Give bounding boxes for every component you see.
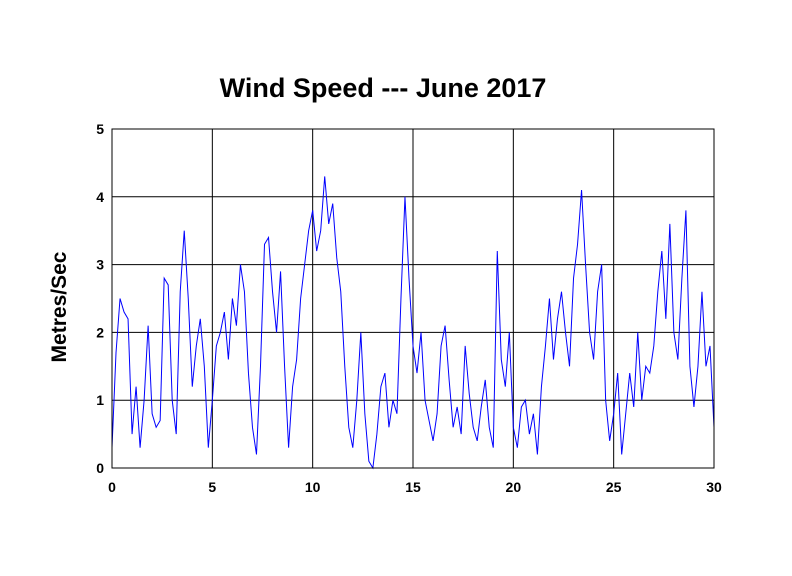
x-tick-label: 20 bbox=[506, 479, 522, 495]
y-tick-label: 0 bbox=[96, 460, 104, 476]
data-line bbox=[111, 176, 715, 470]
chart-title: Wind Speed --- June 2017 bbox=[220, 73, 547, 103]
y-tick-label: 3 bbox=[96, 257, 104, 273]
x-tick-label: 30 bbox=[706, 479, 722, 495]
x-tick-label: 15 bbox=[405, 479, 421, 495]
y-tick-label: 4 bbox=[96, 189, 104, 205]
x-tick-label: 10 bbox=[305, 479, 321, 495]
y-tick-label: 1 bbox=[96, 392, 104, 408]
y-axis-label: Metres/Sec bbox=[48, 251, 71, 362]
x-tick-label: 25 bbox=[606, 479, 622, 495]
y-tick-label: 2 bbox=[96, 324, 104, 340]
y-tick-label: 5 bbox=[96, 121, 104, 137]
plot-frame bbox=[111, 128, 715, 469]
x-tick-label: 0 bbox=[108, 479, 116, 495]
x-tick-label: 5 bbox=[208, 479, 216, 495]
